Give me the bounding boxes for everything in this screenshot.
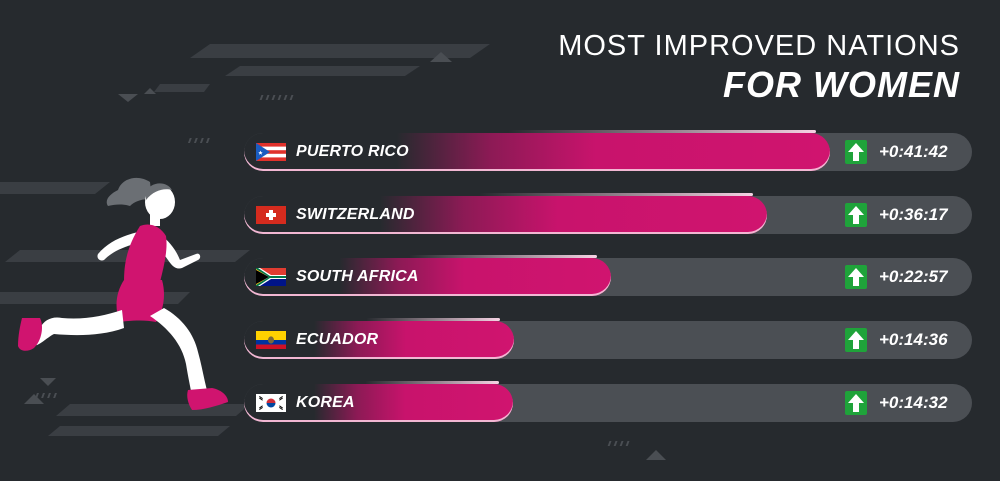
south-africa-flag-icon [256,268,286,286]
puerto-rico-flag-icon [256,143,286,161]
bar-row: SWITZERLAND +0:36:17 [244,193,972,234]
country-label: PUERTO RICO [296,143,409,160]
runner-illustration [18,177,228,410]
improvement-value: +0:36:17 [879,205,948,224]
bar [244,318,514,359]
chart-title-line1: MOST IMPROVED NATIONS [558,30,960,62]
korea-flag-icon [256,394,286,412]
bar-row: SOUTH AFRICA +0:22:57 [244,255,972,296]
bar-row: ECUADOR +0:14:36 [244,318,972,359]
up-arrow-icon [845,140,867,164]
bar-row: PUERTO RICO +0:41:42 [244,130,972,171]
country-label: SOUTH AFRICA [296,268,419,285]
country-label: KOREA [296,394,355,411]
ecuador-flag-icon [256,331,286,349]
up-arrow-icon [845,265,867,289]
up-arrow-icon [845,328,867,352]
improvement-value: +0:22:57 [879,267,948,286]
improvement-value: +0:14:32 [879,393,948,412]
bar [244,130,830,171]
up-arrow-icon [845,391,867,415]
country-label: ECUADOR [296,331,379,348]
up-arrow-icon [845,203,867,227]
improvement-value: +0:41:42 [879,142,948,161]
bar [244,255,611,296]
chart-title-line2: FOR WOMEN [723,64,960,105]
country-label: SWITZERLAND [296,206,415,223]
bar [244,381,513,422]
bar-row: KOREA +0:14:32 [244,381,972,422]
improvement-value: +0:14:36 [879,330,948,349]
switzerland-flag-icon [256,206,286,224]
bar [244,193,767,234]
